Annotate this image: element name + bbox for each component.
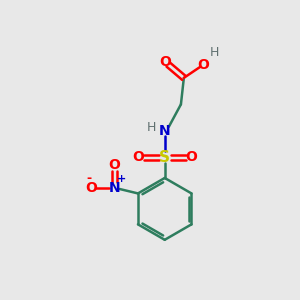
Text: H: H [147,122,156,134]
Text: +: + [117,174,126,184]
Text: N: N [109,181,120,194]
Text: O: O [132,150,144,164]
Text: O: O [85,181,97,194]
Text: N: N [159,124,170,138]
Text: O: O [185,150,197,164]
Text: O: O [159,55,171,69]
Text: O: O [109,158,120,172]
Text: S: S [159,150,170,165]
Text: O: O [197,58,209,72]
Text: -: - [87,172,92,185]
Text: H: H [209,46,219,59]
